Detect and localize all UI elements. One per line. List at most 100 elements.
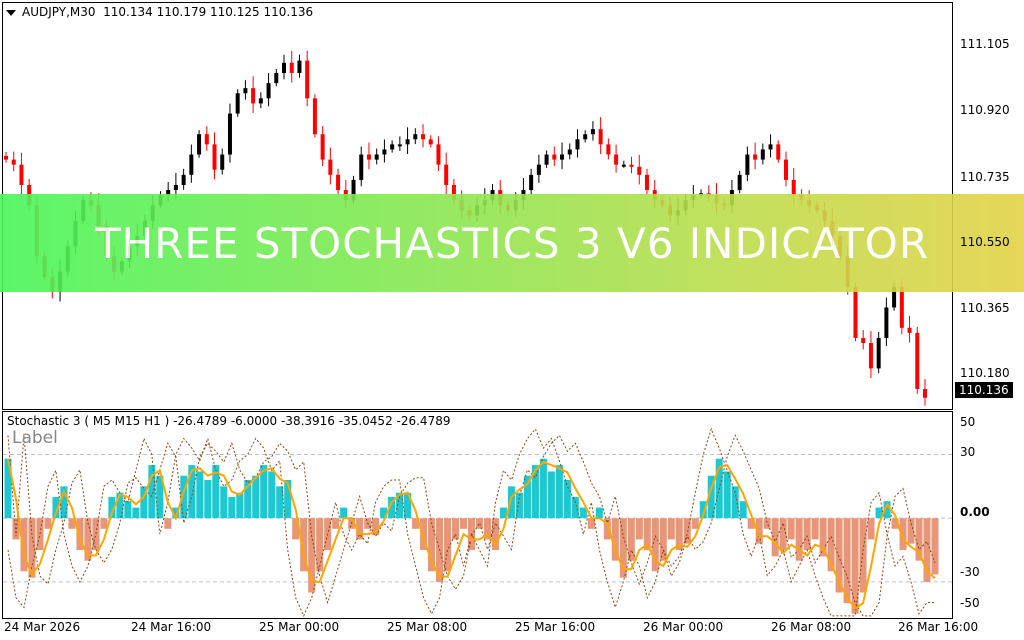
candle: [444, 152, 449, 195]
price-label: 110.920: [960, 103, 1010, 117]
candle-body: [251, 88, 256, 104]
time-label: 25 Mar 00:00: [259, 620, 340, 634]
candle: [567, 143, 572, 160]
level-label: 50: [960, 415, 976, 429]
candle-body: [776, 144, 781, 160]
candle: [390, 140, 395, 153]
time-label: 25 Mar 16:00: [515, 620, 596, 634]
histogram-bar: [380, 507, 388, 519]
histogram-bar: [931, 518, 939, 575]
histogram-bar: [547, 471, 555, 519]
candle-body: [637, 166, 642, 175]
candle: [413, 128, 418, 145]
candle: [598, 117, 603, 154]
histogram-bar: [20, 518, 28, 572]
histogram-bar: [84, 518, 92, 561]
candle: [428, 135, 433, 148]
candle: [297, 54, 302, 78]
histogram-bar: [875, 507, 883, 519]
candle-body: [451, 184, 456, 201]
candle-body: [544, 154, 549, 165]
candle-body: [173, 184, 178, 191]
candle: [753, 142, 758, 170]
candle-body: [212, 144, 217, 170]
histogram-bar: [907, 518, 915, 544]
candle: [560, 142, 565, 170]
indicator-panel[interactable]: [2, 411, 953, 619]
histogram-bar: [819, 518, 827, 557]
candle-body: [606, 144, 611, 155]
histogram-bar: [659, 518, 667, 561]
histogram-bar: [204, 479, 212, 519]
histogram-bar: [188, 465, 196, 519]
histogram-bar: [340, 507, 348, 519]
histogram-bar: [747, 518, 755, 529]
histogram-bar: [460, 518, 468, 529]
histogram-bar: [627, 518, 635, 561]
candle: [19, 152, 24, 195]
candle: [220, 148, 225, 175]
histogram-bar: [420, 518, 428, 551]
candle-body: [923, 389, 927, 398]
histogram-bar: [108, 496, 116, 519]
dropdown-triangle-icon[interactable]: [6, 9, 16, 16]
histogram-bar: [651, 518, 659, 572]
candle-body: [413, 134, 418, 140]
current-price-tag: 110.136: [955, 382, 1013, 398]
candle: [923, 379, 927, 406]
histogram-bar: [915, 518, 923, 561]
candle-body: [19, 164, 24, 185]
candle-body: [899, 286, 904, 328]
histogram-bar: [28, 518, 36, 578]
candle: [235, 89, 240, 117]
histogram-bar: [787, 518, 795, 540]
candle: [552, 146, 557, 166]
candle-body: [583, 134, 588, 140]
histogram-bar: [412, 518, 420, 529]
candle: [768, 134, 773, 158]
candle-body: [768, 144, 773, 150]
time-label: 25 Mar 08:00: [387, 620, 468, 634]
histogram-bar: [619, 518, 627, 578]
candle-body: [336, 174, 341, 191]
candle: [251, 76, 256, 114]
candle: [861, 329, 866, 350]
candle: [204, 126, 209, 151]
histogram-bar: [507, 486, 515, 519]
candle: [637, 154, 642, 185]
candle-body: [305, 60, 310, 99]
candle-body: [791, 179, 796, 196]
candle: [258, 92, 263, 109]
candle-body: [220, 154, 225, 170]
histogram-bar: [699, 501, 707, 519]
histogram-bar: [827, 518, 835, 572]
price-label: 110.180: [960, 366, 1010, 380]
candle-body: [760, 149, 765, 160]
stochastic-h1-line: [7, 434, 936, 617]
histogram-bar: [308, 518, 316, 593]
candle: [868, 331, 873, 378]
candle: [583, 130, 588, 143]
candle-body: [374, 154, 379, 160]
candle: [876, 331, 881, 374]
candle: [644, 168, 649, 195]
histogram-bar: [643, 518, 651, 551]
histogram-bar: [332, 518, 340, 529]
histogram-bar: [316, 518, 324, 572]
candle: [884, 297, 889, 346]
candle-body: [745, 154, 750, 175]
histogram-bar: [491, 518, 499, 551]
candle: [197, 130, 202, 158]
candle: [745, 146, 750, 182]
histogram-bar: [132, 507, 140, 519]
histogram-bar: [603, 518, 611, 540]
candle-body: [405, 139, 410, 145]
candle: [282, 54, 287, 80]
candle-body: [390, 144, 395, 150]
histogram-bar: [156, 475, 164, 519]
candle-body: [397, 144, 402, 147]
histogram-bar: [587, 518, 595, 529]
histogram-bar: [515, 492, 523, 519]
candle-body: [621, 164, 626, 167]
candle-body: [892, 286, 897, 308]
